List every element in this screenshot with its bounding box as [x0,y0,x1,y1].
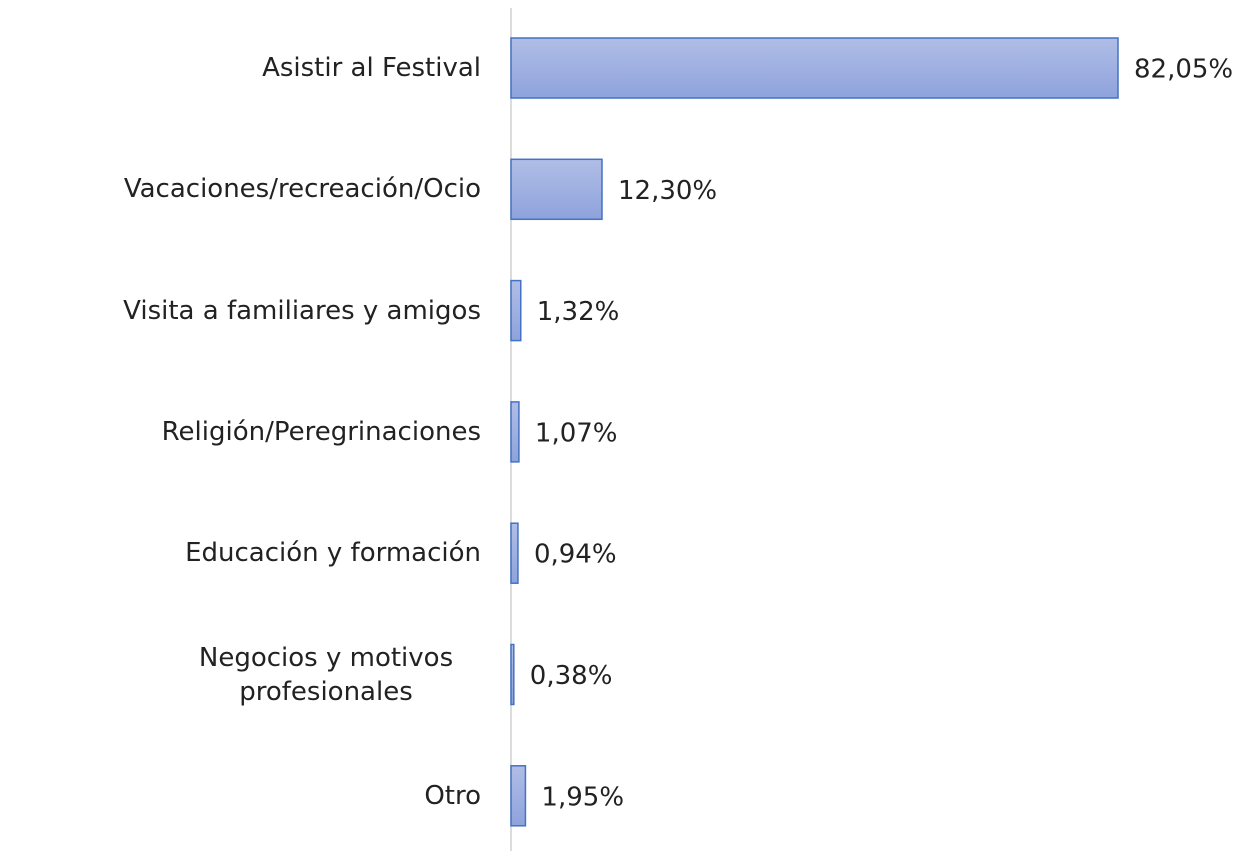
value-label: 0,94% [534,540,617,570]
category-label: Asistir al Festival [262,53,481,83]
value-label: 0,38% [530,661,613,691]
category-label-box: Otro [1,746,481,846]
category-label: Educación y formación [185,538,481,569]
category-label: Vacaciones/recreación/Ocio [123,174,481,205]
category-label-box: Educación y formación [1,503,481,603]
value-label: 82,05% [1134,55,1233,85]
value-label: 1,07% [535,418,618,448]
category-label-box: Asistir al Festival [1,18,481,118]
category-label: Otro [424,780,481,811]
category-label-box: Vacaciones/recreación/Ocio [1,139,481,239]
bar [510,401,520,463]
category-label: Visita a familiares y amigos [123,295,481,326]
value-label: 12,30% [618,176,717,206]
category-label-box: Visita a familiares y amigos [1,261,481,361]
value-label: 1,95% [541,782,624,812]
bar [510,522,519,584]
category-label-box: Negocios y motivos profesionales [1,625,481,725]
category-label-box: Religión/Peregrinaciones [1,382,481,482]
bar [510,765,527,827]
bar [510,279,522,342]
value-label: 1,32% [537,297,620,327]
bar [510,158,603,221]
bar [510,643,515,706]
category-label: Religión/Peregrinaciones [161,416,481,447]
category-label: Negocios y motivos profesionales [198,642,454,707]
bar [510,37,1119,99]
